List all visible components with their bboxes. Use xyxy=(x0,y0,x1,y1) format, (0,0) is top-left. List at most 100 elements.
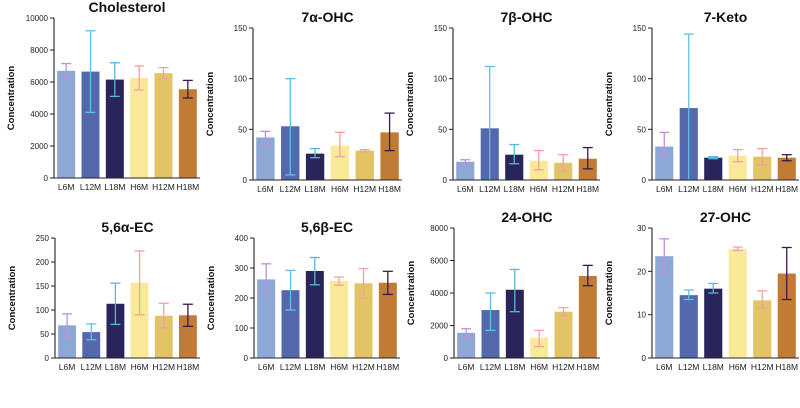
chart-panel-8: 27-OHC Concentration 0 10 20 30 L6M L12M L18M H6M… xyxy=(604,209,799,372)
y-tick-label: 300 xyxy=(235,264,249,273)
x-tick-label: L6M xyxy=(656,184,673,194)
x-tick-label: L12M xyxy=(479,184,500,194)
y-tick-label: 400 xyxy=(235,234,249,243)
x-tick-label: H6M xyxy=(331,184,349,194)
x-tick-label: L12M xyxy=(280,184,301,194)
y-tick-label: 8000 xyxy=(30,46,48,55)
x-tick-label: H6M xyxy=(729,184,747,194)
bar-l12m xyxy=(81,71,100,178)
x-tick-label: L6M xyxy=(656,362,673,372)
bar-l6m xyxy=(256,137,275,180)
bar-l18m xyxy=(505,289,524,358)
y-tick-label: 250 xyxy=(36,234,50,243)
x-tick-label: H12M xyxy=(751,362,774,372)
bar-h12m xyxy=(753,300,772,358)
y-tick-label: 4000 xyxy=(30,110,48,119)
y-tick-label: 0 xyxy=(45,354,50,363)
bar-h6m xyxy=(330,280,349,358)
y-tick-label: 100 xyxy=(234,75,248,84)
bar-l6m xyxy=(257,279,276,358)
x-tick-label: H12M xyxy=(751,184,774,194)
bar-h6m xyxy=(530,337,549,358)
bar-l18m xyxy=(305,271,324,358)
x-tick-label: L18M xyxy=(105,362,126,372)
y-tick-label: 8000 xyxy=(430,224,448,233)
x-tick-label: L6M xyxy=(257,184,274,194)
bar-l6m xyxy=(457,332,476,358)
x-tick-label: H18M xyxy=(378,184,401,194)
bar-h18m xyxy=(380,132,399,180)
y-tick-label: 2000 xyxy=(430,322,448,331)
chart-panel-5: 5,6α-EC Concentration 0 50 100 150 200 250 L6M L1… xyxy=(7,219,200,372)
y-axis-label: Concentration xyxy=(406,261,417,326)
y-axis-label: Concentration xyxy=(206,266,217,331)
chart-panel-3: 7β-OHC Concentration 0 50 100 150 L6M L12M L18M H… xyxy=(405,9,600,194)
x-tick-label: H12M xyxy=(152,362,175,372)
x-tick-label: H6M xyxy=(330,362,348,372)
y-tick-label: 150 xyxy=(234,24,248,33)
y-tick-label: 0 xyxy=(642,176,647,185)
y-tick-label: 100 xyxy=(235,324,249,333)
x-tick-label: L18M xyxy=(504,362,525,372)
x-tick-label: L12M xyxy=(678,184,699,194)
y-tick-label: 50 xyxy=(637,125,646,134)
bar-l6m xyxy=(57,70,76,178)
y-tick-label: 4000 xyxy=(430,289,448,298)
y-axis-label: Concentration xyxy=(604,261,615,326)
x-tick-label: L18M xyxy=(703,184,724,194)
x-tick-label: H6M xyxy=(130,182,148,192)
bar-l18m xyxy=(704,288,723,358)
x-tick-label: H12M xyxy=(352,362,375,372)
x-tick-label: H12M xyxy=(353,184,376,194)
bar-l18m xyxy=(704,157,723,180)
x-tick-label: L18M xyxy=(304,362,325,372)
bar-l18m xyxy=(505,154,524,180)
y-tick-label: 0 xyxy=(642,354,647,363)
y-tick-label: 0 xyxy=(443,176,448,185)
bar-h12m xyxy=(354,283,373,358)
y-axis-label: Concentration xyxy=(405,72,416,137)
bar-h18m xyxy=(178,89,197,178)
y-tick-label: 0 xyxy=(243,176,248,185)
bar-h6m xyxy=(728,248,747,358)
y-tick-label: 50 xyxy=(40,330,49,339)
bar-l12m xyxy=(481,310,500,358)
chart-panel-4: 7-Keto Concentration 0 50 100 150 L6M L12M L18M H… xyxy=(604,9,799,194)
x-tick-label: L12M xyxy=(280,362,301,372)
x-tick-label: H18M xyxy=(775,184,798,194)
y-tick-label: 150 xyxy=(36,282,50,291)
bar-l12m xyxy=(281,290,300,358)
x-tick-label: H18M xyxy=(177,362,200,372)
bar-l6m xyxy=(655,256,674,358)
x-tick-label: H12M xyxy=(552,184,575,194)
y-axis-label: Concentration xyxy=(7,266,18,331)
bar-h12m xyxy=(154,73,173,178)
y-tick-label: 30 xyxy=(637,224,646,233)
y-tick-label: 50 xyxy=(438,125,447,134)
x-tick-label: H12M xyxy=(552,362,575,372)
bar-h12m xyxy=(355,150,374,180)
bar-l6m xyxy=(456,161,475,180)
x-tick-label: H6M xyxy=(729,362,747,372)
bar-h12m xyxy=(554,311,573,358)
y-tick-label: 100 xyxy=(36,306,50,315)
y-tick-label: 50 xyxy=(238,125,247,134)
x-tick-label: H18M xyxy=(775,362,798,372)
bar-h18m xyxy=(578,275,597,358)
x-tick-label: L12M xyxy=(678,362,699,372)
chart-title: 7β-OHC xyxy=(500,9,552,25)
x-tick-label: H18M xyxy=(576,184,599,194)
x-tick-label: H18M xyxy=(176,182,199,192)
x-tick-label: L18M xyxy=(504,184,525,194)
bar-h6m xyxy=(330,145,350,180)
bar-l6m xyxy=(58,325,77,358)
bar-h18m xyxy=(777,157,796,180)
bar-h18m xyxy=(777,273,796,358)
bar-h6m xyxy=(130,282,149,358)
chart-panel-7: 24-OHC Concentration 0 2000 4000 6000 8000 L6M L… xyxy=(406,209,600,372)
x-tick-label: L18M xyxy=(703,362,724,372)
y-tick-label: 6000 xyxy=(30,78,48,87)
bar-h18m xyxy=(378,282,397,358)
chart-title: 7-Keto xyxy=(704,9,748,25)
